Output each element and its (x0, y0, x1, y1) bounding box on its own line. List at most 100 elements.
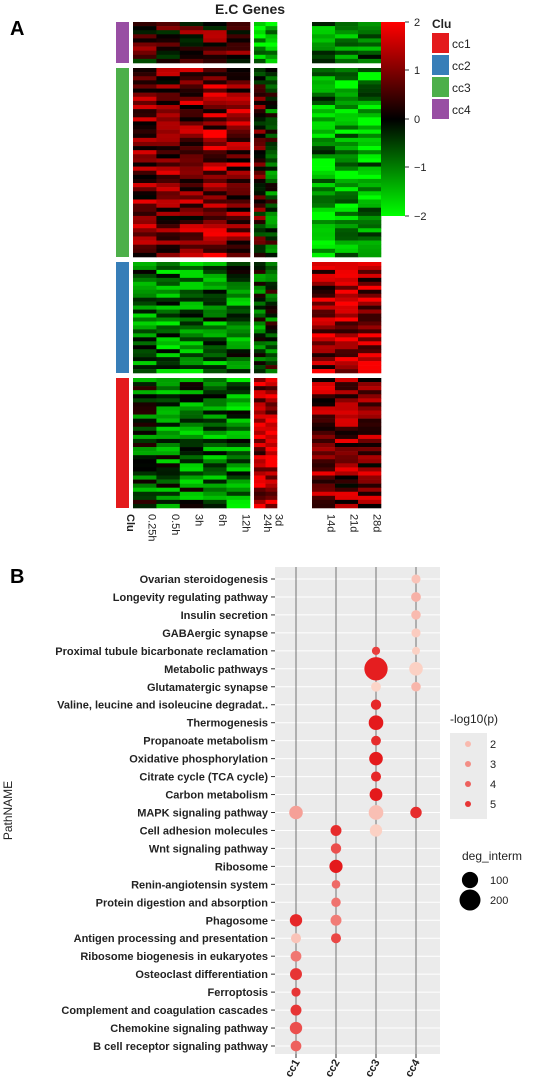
heatmap-cell (254, 305, 266, 310)
data-point (370, 699, 382, 710)
heatmap-cell (133, 100, 157, 106)
heatmap-cell (312, 443, 336, 448)
heatmap-cell (335, 174, 359, 180)
heatmap-cell (226, 361, 251, 366)
heatmap-cell (203, 178, 227, 184)
heatmap-cell (156, 104, 181, 110)
heatmap-cell (254, 187, 266, 192)
heatmap-cell (335, 104, 359, 110)
heatmap-cell (226, 207, 251, 213)
heatmap-cell (226, 297, 251, 302)
heatmap-cell (226, 369, 251, 374)
heatmap-cell (179, 309, 204, 314)
heatmap-cell (179, 333, 204, 338)
heatmap-cell (156, 117, 181, 122)
heatmap-cell (312, 248, 336, 254)
heatmap-cell (335, 224, 359, 229)
heatmap-cell (358, 321, 382, 326)
heatmap-cell (133, 252, 157, 258)
legend-size-label: 100 (490, 875, 508, 887)
heatmap-cell (156, 240, 181, 245)
heatmap-cell (254, 414, 266, 419)
heatmap-cell (179, 248, 204, 254)
heatmap-cell (133, 42, 157, 47)
heatmap-cell (265, 150, 278, 155)
data-point (329, 859, 343, 873)
heatmap-cell (179, 277, 204, 283)
heatmap-cell (358, 113, 382, 118)
heatmap-cell (226, 236, 251, 241)
heatmap-cell (203, 80, 227, 85)
heatmap-cell (226, 414, 251, 419)
heatmap-cell (335, 434, 359, 440)
heatmap-cell (156, 195, 181, 200)
heatmap-cell (179, 166, 204, 172)
heatmap-cell (226, 345, 251, 350)
legend-size-title: deg_interm (462, 849, 522, 863)
heatmap-cell (335, 353, 359, 358)
heatmap-cell (133, 117, 157, 122)
heatmap-cell (312, 191, 336, 196)
heatmap-cell (203, 68, 227, 73)
heatmap-cell (265, 418, 278, 423)
heatmap-cell (156, 495, 181, 501)
heatmap-cell (156, 244, 181, 250)
heatmap-cell (312, 394, 336, 399)
heatmap-cell (312, 434, 336, 440)
heatmap-cell (254, 154, 266, 159)
heatmap-cell (358, 281, 382, 287)
heatmap-cell (203, 244, 227, 250)
heatmap-cell (156, 402, 181, 407)
heatmap-cell (203, 84, 227, 89)
data-point (371, 646, 381, 655)
heatmap-cell (335, 309, 359, 314)
cluster-legend-label: cc4 (452, 103, 471, 117)
heatmap-cell (203, 309, 227, 314)
heatmap-cell (265, 357, 278, 362)
heatmap-cell (179, 109, 204, 114)
heatmap-cell (335, 232, 359, 237)
heatmap-row-label: Clu (124, 514, 136, 532)
heatmap-cell (179, 357, 204, 362)
heatmap-cell (312, 121, 336, 126)
heatmap-cell (179, 285, 204, 291)
heatmap-cell (133, 72, 157, 77)
heatmap-cell (254, 76, 266, 81)
heatmap-cell (312, 293, 336, 298)
heatmap-cell (312, 76, 336, 81)
heatmap-cell (179, 54, 204, 60)
heatmap-cell (156, 207, 181, 213)
heatmap-cell (226, 54, 251, 60)
heatmap-cell (312, 325, 336, 330)
heatmap-cell (156, 333, 181, 338)
heatmap-cell (265, 402, 278, 407)
heatmap-cell (203, 224, 227, 229)
heatmap-cell (265, 30, 278, 35)
heatmap-cell (203, 141, 227, 147)
heatmap-cell (265, 248, 278, 254)
heatmap-cell (358, 426, 382, 432)
heatmap-cell (156, 50, 181, 56)
heatmap-cell (335, 410, 359, 415)
heatmap-cell (133, 357, 157, 362)
heatmap-cell (254, 491, 266, 497)
heatmap-cell (226, 141, 251, 147)
heatmap-cell (254, 277, 266, 283)
heatmap-cell (254, 378, 266, 383)
heatmap-cell (203, 72, 227, 77)
heatmap-cell (226, 215, 251, 221)
heatmap-cell (358, 483, 382, 488)
heatmap-cell (254, 447, 266, 452)
heatmap-cell (265, 84, 278, 89)
heatmap-cell (265, 455, 278, 460)
heatmap-cell (156, 305, 181, 310)
heatmap-cell (156, 96, 181, 102)
heatmap-cell (156, 109, 181, 114)
heatmap-cell (226, 187, 251, 192)
data-point (331, 897, 341, 908)
heatmap-cell (312, 133, 336, 139)
heatmap-cell (226, 133, 251, 139)
heatmap-cell (265, 199, 278, 204)
heatmap-cell (358, 365, 382, 370)
heatmap-cell (335, 244, 359, 250)
